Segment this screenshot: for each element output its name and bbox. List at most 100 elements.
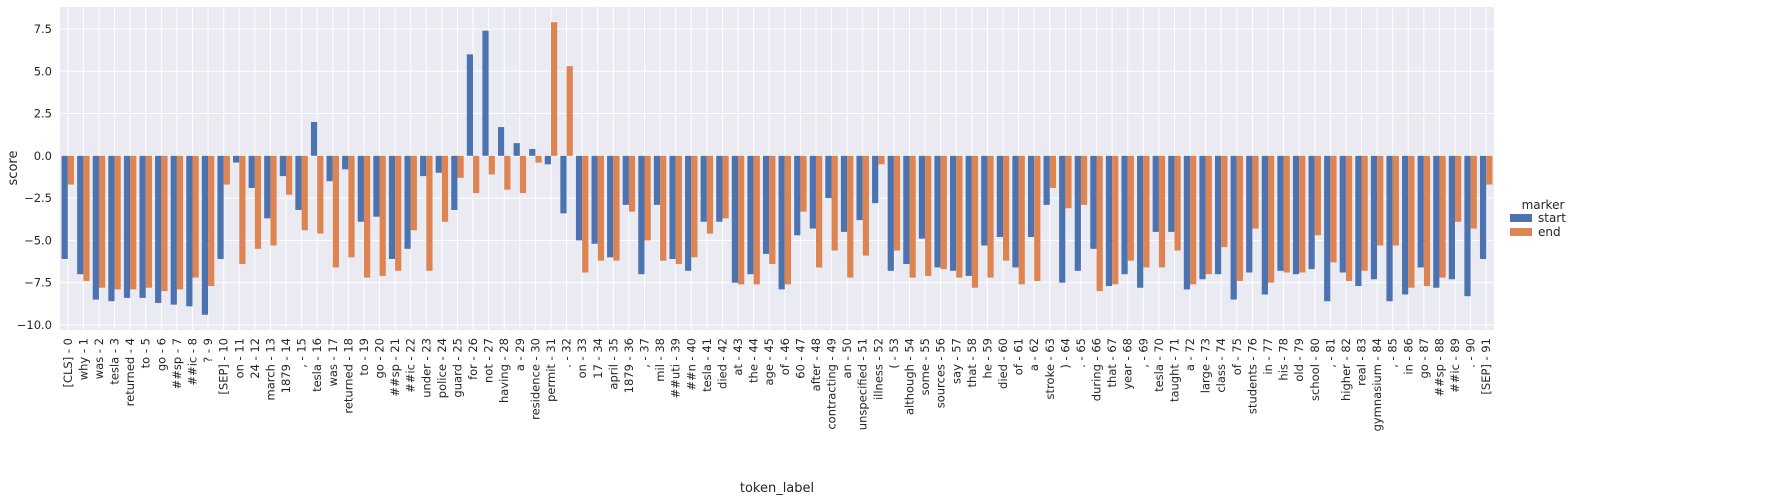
bar-start-56: [934, 155, 941, 268]
legend-swatch-start: [1510, 214, 1532, 222]
bar-start-72: [1183, 155, 1191, 290]
x-tick-label: residence - 30: [528, 338, 542, 420]
x-tick-label: , - 37: [638, 338, 652, 368]
x-tick-label: mil - 38: [653, 338, 667, 382]
bar-start-65: [1074, 155, 1081, 271]
bar-end-27: [488, 155, 495, 175]
bar-start-80: [1308, 155, 1315, 270]
x-tick-label: ) - 64: [1058, 338, 1072, 369]
bar-end-72: [1190, 155, 1197, 285]
x-tick-label: at - 43: [731, 338, 745, 376]
x-tick-label: say - 57: [949, 338, 963, 384]
bar-start-4: [123, 155, 131, 298]
bar-start-88: [1433, 155, 1440, 288]
bar-end-58: [971, 155, 979, 288]
bar-end-86: [1408, 155, 1415, 288]
x-tick-label: 1879 - 14: [279, 338, 293, 393]
x-tick-label: school - 80: [1308, 338, 1322, 401]
x-tick-label: an - 50: [840, 338, 854, 378]
bar-start-69: [1137, 155, 1144, 288]
bar-start-47: [794, 155, 801, 236]
x-tick-label: the - 44: [747, 338, 761, 383]
bar-start-38: [653, 155, 661, 205]
y-tick-label: −2.5: [24, 191, 52, 205]
bar-start-79: [1292, 155, 1300, 275]
bar-start-25: [451, 155, 458, 210]
bar-start-42: [716, 155, 723, 222]
bar-end-77: [1267, 155, 1275, 283]
x-tick-label: of - 61: [1012, 338, 1026, 375]
bar-start-76: [1246, 155, 1253, 273]
x-tick-label: go - 20: [373, 338, 387, 378]
bar-start-37: [638, 155, 645, 275]
bar-end-45: [769, 155, 776, 265]
bar-start-18: [342, 155, 349, 170]
bar-end-32: [566, 66, 573, 156]
bar-end-89: [1455, 155, 1462, 222]
x-tick-label: sources - 56: [934, 338, 948, 408]
bar-end-78: [1283, 155, 1290, 273]
bar-start-0: [61, 155, 68, 259]
bar-end-65: [1080, 155, 1088, 205]
y-tick-label: 5.0: [34, 64, 52, 78]
x-tick-label: unspecified - 51: [856, 338, 870, 430]
bar-end-11: [239, 155, 246, 265]
x-tick-label: old - 79: [1292, 338, 1306, 382]
bar-end-7: [176, 155, 184, 290]
bar-start-36: [622, 155, 629, 205]
x-tick-label: ##ic - 8: [185, 338, 199, 386]
x-tick-label: ##sp - 88: [1432, 338, 1446, 397]
bar-start-35: [607, 155, 614, 258]
bar-start-71: [1168, 155, 1175, 232]
bar-end-56: [940, 155, 947, 270]
legend: marker start end: [1510, 198, 1566, 239]
bar-start-20: [373, 155, 380, 217]
x-tick-label: . - 90: [1464, 338, 1478, 368]
x-tick-label: on - 33: [575, 338, 589, 378]
x-tick-label: having - 28: [497, 338, 511, 403]
x-tick-label: tesla - 3: [108, 338, 122, 385]
legend-swatch-end: [1510, 228, 1532, 236]
bar-end-44: [753, 155, 760, 285]
bar-end-38: [660, 155, 667, 261]
bar-start-91: [1479, 155, 1487, 259]
bar-end-88: [1439, 155, 1446, 278]
bar-end-35: [613, 155, 620, 261]
x-tick-label: guard - 25: [450, 338, 464, 398]
bar-end-53: [893, 155, 901, 251]
bar-end-39: [675, 155, 682, 265]
x-tick-label: ##ic - 89: [1448, 338, 1462, 393]
bar-end-18: [348, 155, 355, 258]
bar-end-74: [1221, 155, 1228, 248]
x-tick-label: ##ic - 22: [404, 338, 418, 393]
x-tick-label: 1879 - 36: [622, 338, 636, 393]
bar-start-8: [186, 155, 193, 307]
bar-start-70: [1152, 155, 1159, 232]
bar-end-5: [145, 155, 152, 288]
bar-end-33: [582, 155, 589, 273]
bar-start-6: [155, 155, 162, 303]
bar-start-49: [825, 155, 832, 199]
bar-end-9: [208, 155, 215, 287]
x-tick-label: tesla - 16: [310, 338, 324, 392]
bar-end-48: [815, 155, 823, 268]
x-tick-label: to - 19: [357, 338, 371, 376]
bar-start-15: [295, 155, 302, 210]
bar-start-41: [700, 155, 707, 222]
bar-end-31: [550, 22, 558, 156]
y-axis-title: score: [6, 151, 21, 186]
x-tick-label: although - 54: [902, 338, 916, 415]
bar-start-59: [981, 155, 988, 246]
bar-start-40: [685, 155, 692, 271]
bar-start-44: [747, 155, 754, 275]
bar-end-59: [987, 155, 994, 278]
bar-end-42: [722, 155, 729, 219]
bar-start-48: [809, 155, 816, 229]
x-tick-label: march - 13: [263, 338, 277, 400]
bar-end-2: [98, 155, 106, 288]
bar-start-54: [903, 155, 910, 265]
bar-end-85: [1392, 155, 1399, 246]
bar-start-28: [497, 127, 505, 156]
bar-end-68: [1127, 155, 1134, 261]
bar-end-24: [441, 155, 449, 222]
